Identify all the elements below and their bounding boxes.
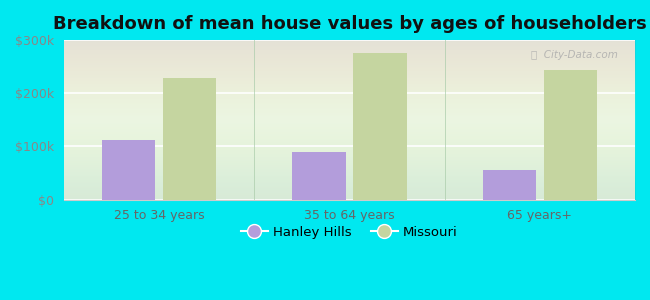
Title: Breakdown of mean house values by ages of householders: Breakdown of mean house values by ages o…	[53, 15, 646, 33]
Bar	[163, 78, 216, 200]
Bar	[292, 152, 346, 200]
Bar	[483, 170, 536, 200]
Bar	[543, 70, 597, 200]
Text: ⓘ  City-Data.com: ⓘ City-Data.com	[531, 50, 618, 60]
Bar	[353, 53, 406, 200]
Bar	[102, 140, 155, 200]
Legend: Hanley Hills, Missouri: Hanley Hills, Missouri	[236, 220, 463, 244]
